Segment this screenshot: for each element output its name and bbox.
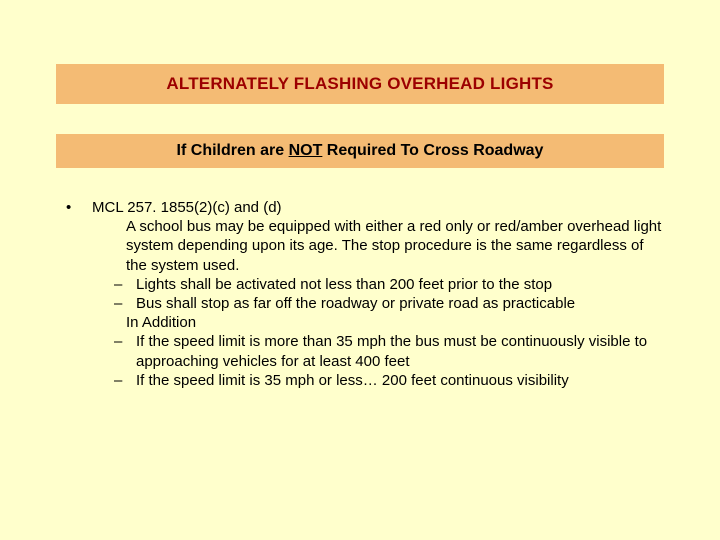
slide: ALTERNATELY FLASHING OVERHEAD LIGHTS If … bbox=[0, 0, 720, 540]
in-addition-label: In Addition bbox=[92, 313, 662, 332]
dash-item: – Bus shall stop as far off the roadway … bbox=[92, 294, 662, 313]
dash-item: – If the speed limit is more than 35 mph… bbox=[92, 332, 662, 370]
dash-icon: – bbox=[114, 275, 136, 294]
title-bar: ALTERNATELY FLASHING OVERHEAD LIGHTS bbox=[56, 64, 664, 104]
subtitle-bar: If Children are NOT Required To Cross Ro… bbox=[56, 134, 664, 168]
slide-title: ALTERNATELY FLASHING OVERHEAD LIGHTS bbox=[166, 74, 553, 94]
bullet-content: MCL 257. 1855(2)(c) and (d) A school bus… bbox=[92, 198, 662, 390]
dash-item: – If the speed limit is 35 mph or less… … bbox=[92, 371, 662, 390]
bullet-dot-icon: • bbox=[62, 198, 92, 390]
statute-heading: MCL 257. 1855(2)(c) and (d) bbox=[92, 198, 662, 217]
dash-icon: – bbox=[114, 294, 136, 313]
bullet-level1: • MCL 257. 1855(2)(c) and (d) A school b… bbox=[62, 198, 662, 390]
slide-subtitle: If Children are NOT Required To Cross Ro… bbox=[177, 142, 544, 160]
dash-item: – Lights shall be activated not less tha… bbox=[92, 275, 662, 294]
subtitle-post: Required To Cross Roadway bbox=[322, 142, 543, 159]
dash-text: If the speed limit is more than 35 mph t… bbox=[136, 332, 662, 370]
intro-paragraph: A school bus may be equipped with either… bbox=[92, 217, 662, 275]
dash-text: Lights shall be activated not less than … bbox=[136, 275, 662, 294]
dash-text: If the speed limit is 35 mph or less… 20… bbox=[136, 371, 662, 390]
body-text: • MCL 257. 1855(2)(c) and (d) A school b… bbox=[62, 198, 662, 390]
subtitle-pre: If Children are bbox=[177, 142, 289, 159]
dash-text: Bus shall stop as far off the roadway or… bbox=[136, 294, 662, 313]
dash-icon: – bbox=[114, 371, 136, 390]
dash-icon: – bbox=[114, 332, 136, 370]
subtitle-not: NOT bbox=[289, 142, 323, 159]
